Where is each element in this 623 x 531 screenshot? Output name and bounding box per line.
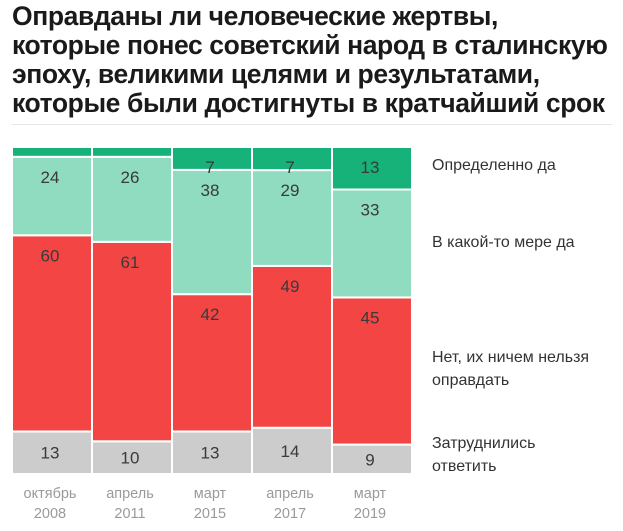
data-label: 42: [201, 305, 220, 324]
x-tick-label: октябрь: [24, 486, 77, 502]
data-label: 14: [281, 442, 300, 461]
title-line: эпоху, великими целями и результатами,: [12, 59, 540, 89]
data-label: 26: [121, 168, 140, 187]
x-tick-label: март: [354, 486, 387, 502]
legend-entry: Нет, их ничем нельзя: [432, 349, 589, 366]
x-tick-label: апрель: [266, 486, 314, 502]
data-label: 49: [281, 277, 300, 296]
bar-segment: [91, 146, 173, 158]
x-tick-label: март: [194, 486, 227, 502]
legend-entry: В какой-то мере да: [432, 234, 575, 251]
x-tick-label: апрель: [106, 486, 154, 502]
data-label: 38: [201, 181, 220, 200]
legend-entry: Затруднились: [432, 435, 535, 452]
bar-segment: [171, 293, 253, 433]
data-label: 33: [361, 201, 380, 220]
bar-segment: [251, 264, 333, 429]
data-label: 13: [41, 444, 60, 463]
data-label: 45: [361, 308, 380, 327]
x-tick-label: 2017: [274, 506, 306, 522]
x-tick-label: 2008: [34, 506, 66, 522]
data-label: 60: [41, 246, 60, 265]
legend-entry: ответить: [432, 458, 497, 475]
title-divider: [12, 124, 612, 125]
bar-segment: [171, 430, 253, 475]
x-tick-label: 2015: [194, 506, 226, 522]
x-tick-label: 2019: [354, 506, 386, 522]
data-label: 7: [285, 158, 294, 177]
title-line: которые были достигнуты в кратчайший сро…: [12, 88, 605, 118]
bar-segment: [11, 430, 93, 475]
legend-entry: оправдать: [432, 372, 509, 389]
title-line: которые понес советский народ в сталинск…: [12, 30, 608, 60]
bar-segment: [331, 296, 413, 446]
x-tick-label: 2011: [114, 506, 145, 522]
bar-segment: [331, 146, 413, 191]
data-label: 10: [121, 449, 140, 468]
data-label: 24: [41, 168, 60, 187]
data-label: 13: [201, 444, 220, 463]
title-line: Оправданы ли человеческие жертвы,: [12, 1, 498, 31]
data-label: 61: [121, 253, 140, 272]
chart-title: Оправданы ли человеческие жертвы, которы…: [12, 2, 617, 118]
data-label: 9: [365, 450, 374, 469]
legend-entry: Определенно да: [432, 157, 556, 174]
data-label: 13: [361, 158, 380, 177]
bar-segment: [331, 443, 413, 476]
bar-segment: [251, 169, 333, 267]
bar-segment: [11, 146, 93, 158]
data-label: 7: [205, 158, 214, 177]
data-label: 29: [281, 181, 300, 200]
bar-segment: [331, 188, 413, 299]
